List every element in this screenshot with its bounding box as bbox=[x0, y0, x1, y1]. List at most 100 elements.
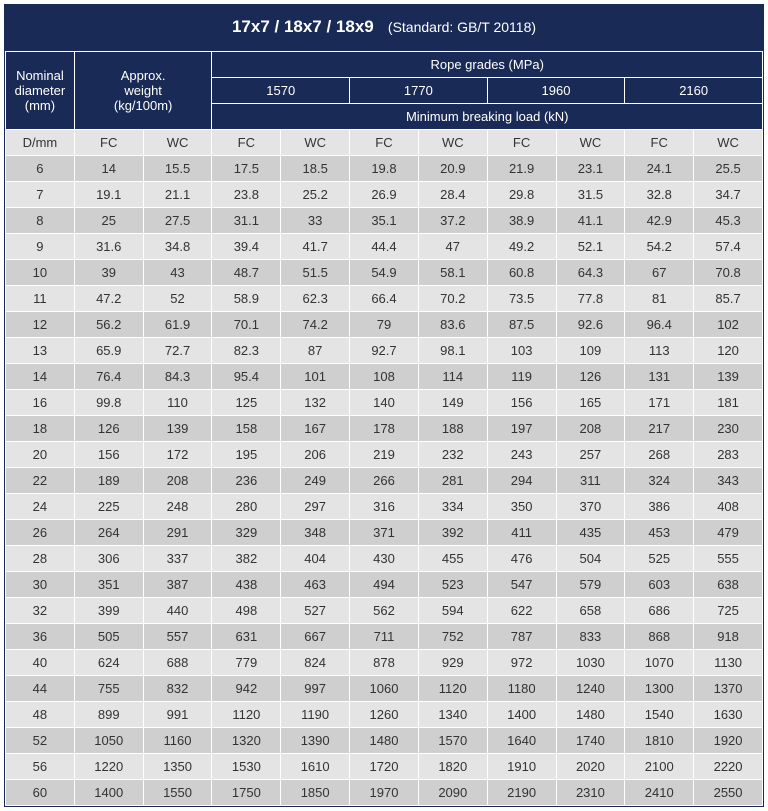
cell: 7 bbox=[6, 182, 75, 208]
cell: 711 bbox=[350, 624, 419, 650]
cell: 39.4 bbox=[212, 234, 281, 260]
table-row: 4889999111201190126013401400148015401630 bbox=[6, 702, 763, 728]
cell: 504 bbox=[556, 546, 625, 572]
cell: 942 bbox=[212, 676, 281, 702]
cell: 1570 bbox=[418, 728, 487, 754]
cell: 370 bbox=[556, 494, 625, 520]
table-row: 36505557631667711752787833868918 bbox=[6, 624, 763, 650]
cell: 62.3 bbox=[281, 286, 350, 312]
cell: 1750 bbox=[212, 780, 281, 806]
cell: 23.8 bbox=[212, 182, 281, 208]
sub-10: WC bbox=[694, 130, 763, 156]
cell: 58.9 bbox=[212, 286, 281, 312]
cell: 1610 bbox=[281, 754, 350, 780]
cell: 2190 bbox=[487, 780, 556, 806]
cell: 29.8 bbox=[487, 182, 556, 208]
cell: 479 bbox=[694, 520, 763, 546]
cell: 103 bbox=[487, 338, 556, 364]
cell: 32.8 bbox=[625, 182, 694, 208]
cell: 156 bbox=[74, 442, 143, 468]
cell: 25.5 bbox=[694, 156, 763, 182]
cell: 99.8 bbox=[74, 390, 143, 416]
cell: 34.7 bbox=[694, 182, 763, 208]
cell: 392 bbox=[418, 520, 487, 546]
cell: 603 bbox=[625, 572, 694, 598]
cell: 929 bbox=[418, 650, 487, 676]
cell: 32 bbox=[6, 598, 75, 624]
sub-3: FC bbox=[212, 130, 281, 156]
cell: 498 bbox=[212, 598, 281, 624]
cell: 399 bbox=[74, 598, 143, 624]
cell: 1400 bbox=[74, 780, 143, 806]
cell: 494 bbox=[350, 572, 419, 598]
cell: 108 bbox=[350, 364, 419, 390]
cell: 2550 bbox=[694, 780, 763, 806]
hdr-approx-weight: Approx. weight (kg/100m) bbox=[74, 52, 212, 130]
cell: 557 bbox=[143, 624, 212, 650]
cell: 2410 bbox=[625, 780, 694, 806]
cell: 156 bbox=[487, 390, 556, 416]
cell: 110 bbox=[143, 390, 212, 416]
sub-1: FC bbox=[74, 130, 143, 156]
cell: 755 bbox=[74, 676, 143, 702]
cell: 294 bbox=[487, 468, 556, 494]
cell: 197 bbox=[487, 416, 556, 442]
cell: 476 bbox=[487, 546, 556, 572]
cell: 547 bbox=[487, 572, 556, 598]
cell: 51.5 bbox=[281, 260, 350, 286]
cell: 1130 bbox=[694, 650, 763, 676]
cell: 351 bbox=[74, 572, 143, 598]
cell: 20.9 bbox=[418, 156, 487, 182]
cell: 899 bbox=[74, 702, 143, 728]
cell: 165 bbox=[556, 390, 625, 416]
cell: 54.2 bbox=[625, 234, 694, 260]
cell: 438 bbox=[212, 572, 281, 598]
table-row: 1147.25258.962.366.470.273.577.88185.7 bbox=[6, 286, 763, 312]
cell: 54.9 bbox=[350, 260, 419, 286]
cell: 65.9 bbox=[74, 338, 143, 364]
cell: 833 bbox=[556, 624, 625, 650]
cell: 1030 bbox=[556, 650, 625, 676]
table-row: 1699.8110125132140149156165171181 bbox=[6, 390, 763, 416]
cell: 311 bbox=[556, 468, 625, 494]
cell: 48 bbox=[6, 702, 75, 728]
cell: 23.1 bbox=[556, 156, 625, 182]
hdr-min-break: Minimum breaking load (kN) bbox=[212, 104, 763, 130]
cell: 453 bbox=[625, 520, 694, 546]
table-row: 5612201350153016101720182019102020210022… bbox=[6, 754, 763, 780]
table-row: 22189208236249266281294311324343 bbox=[6, 468, 763, 494]
cell: 19.1 bbox=[74, 182, 143, 208]
cell: 139 bbox=[143, 416, 212, 442]
cell: 101 bbox=[281, 364, 350, 390]
cell: 337 bbox=[143, 546, 212, 572]
cell: 624 bbox=[74, 650, 143, 676]
cell: 523 bbox=[418, 572, 487, 598]
table-row: 931.634.839.441.744.44749.252.154.257.4 bbox=[6, 234, 763, 260]
rope-spec-table-container: 17x7 / 18x7 / 18x9 (Standard: GB/T 20118… bbox=[4, 4, 764, 807]
cell: 140 bbox=[350, 390, 419, 416]
cell: 33 bbox=[281, 208, 350, 234]
cell: 371 bbox=[350, 520, 419, 546]
cell: 638 bbox=[694, 572, 763, 598]
cell: 1120 bbox=[212, 702, 281, 728]
hdr-grade-3: 2160 bbox=[625, 78, 763, 104]
cell: 158 bbox=[212, 416, 281, 442]
cell: 868 bbox=[625, 624, 694, 650]
cell: 787 bbox=[487, 624, 556, 650]
cell: 1400 bbox=[487, 702, 556, 728]
title-main: 17x7 / 18x7 / 18x9 bbox=[232, 17, 374, 36]
cell: 1970 bbox=[350, 780, 419, 806]
cell: 31.6 bbox=[74, 234, 143, 260]
cell: 61.9 bbox=[143, 312, 212, 338]
cell: 1370 bbox=[694, 676, 763, 702]
cell: 15.5 bbox=[143, 156, 212, 182]
cell: 527 bbox=[281, 598, 350, 624]
cell: 281 bbox=[418, 468, 487, 494]
cell: 34.8 bbox=[143, 234, 212, 260]
title-standard: (Standard: GB/T 20118) bbox=[388, 19, 536, 35]
cell: 208 bbox=[556, 416, 625, 442]
cell: 178 bbox=[350, 416, 419, 442]
cell: 1530 bbox=[212, 754, 281, 780]
cell: 1300 bbox=[625, 676, 694, 702]
cell: 1640 bbox=[487, 728, 556, 754]
